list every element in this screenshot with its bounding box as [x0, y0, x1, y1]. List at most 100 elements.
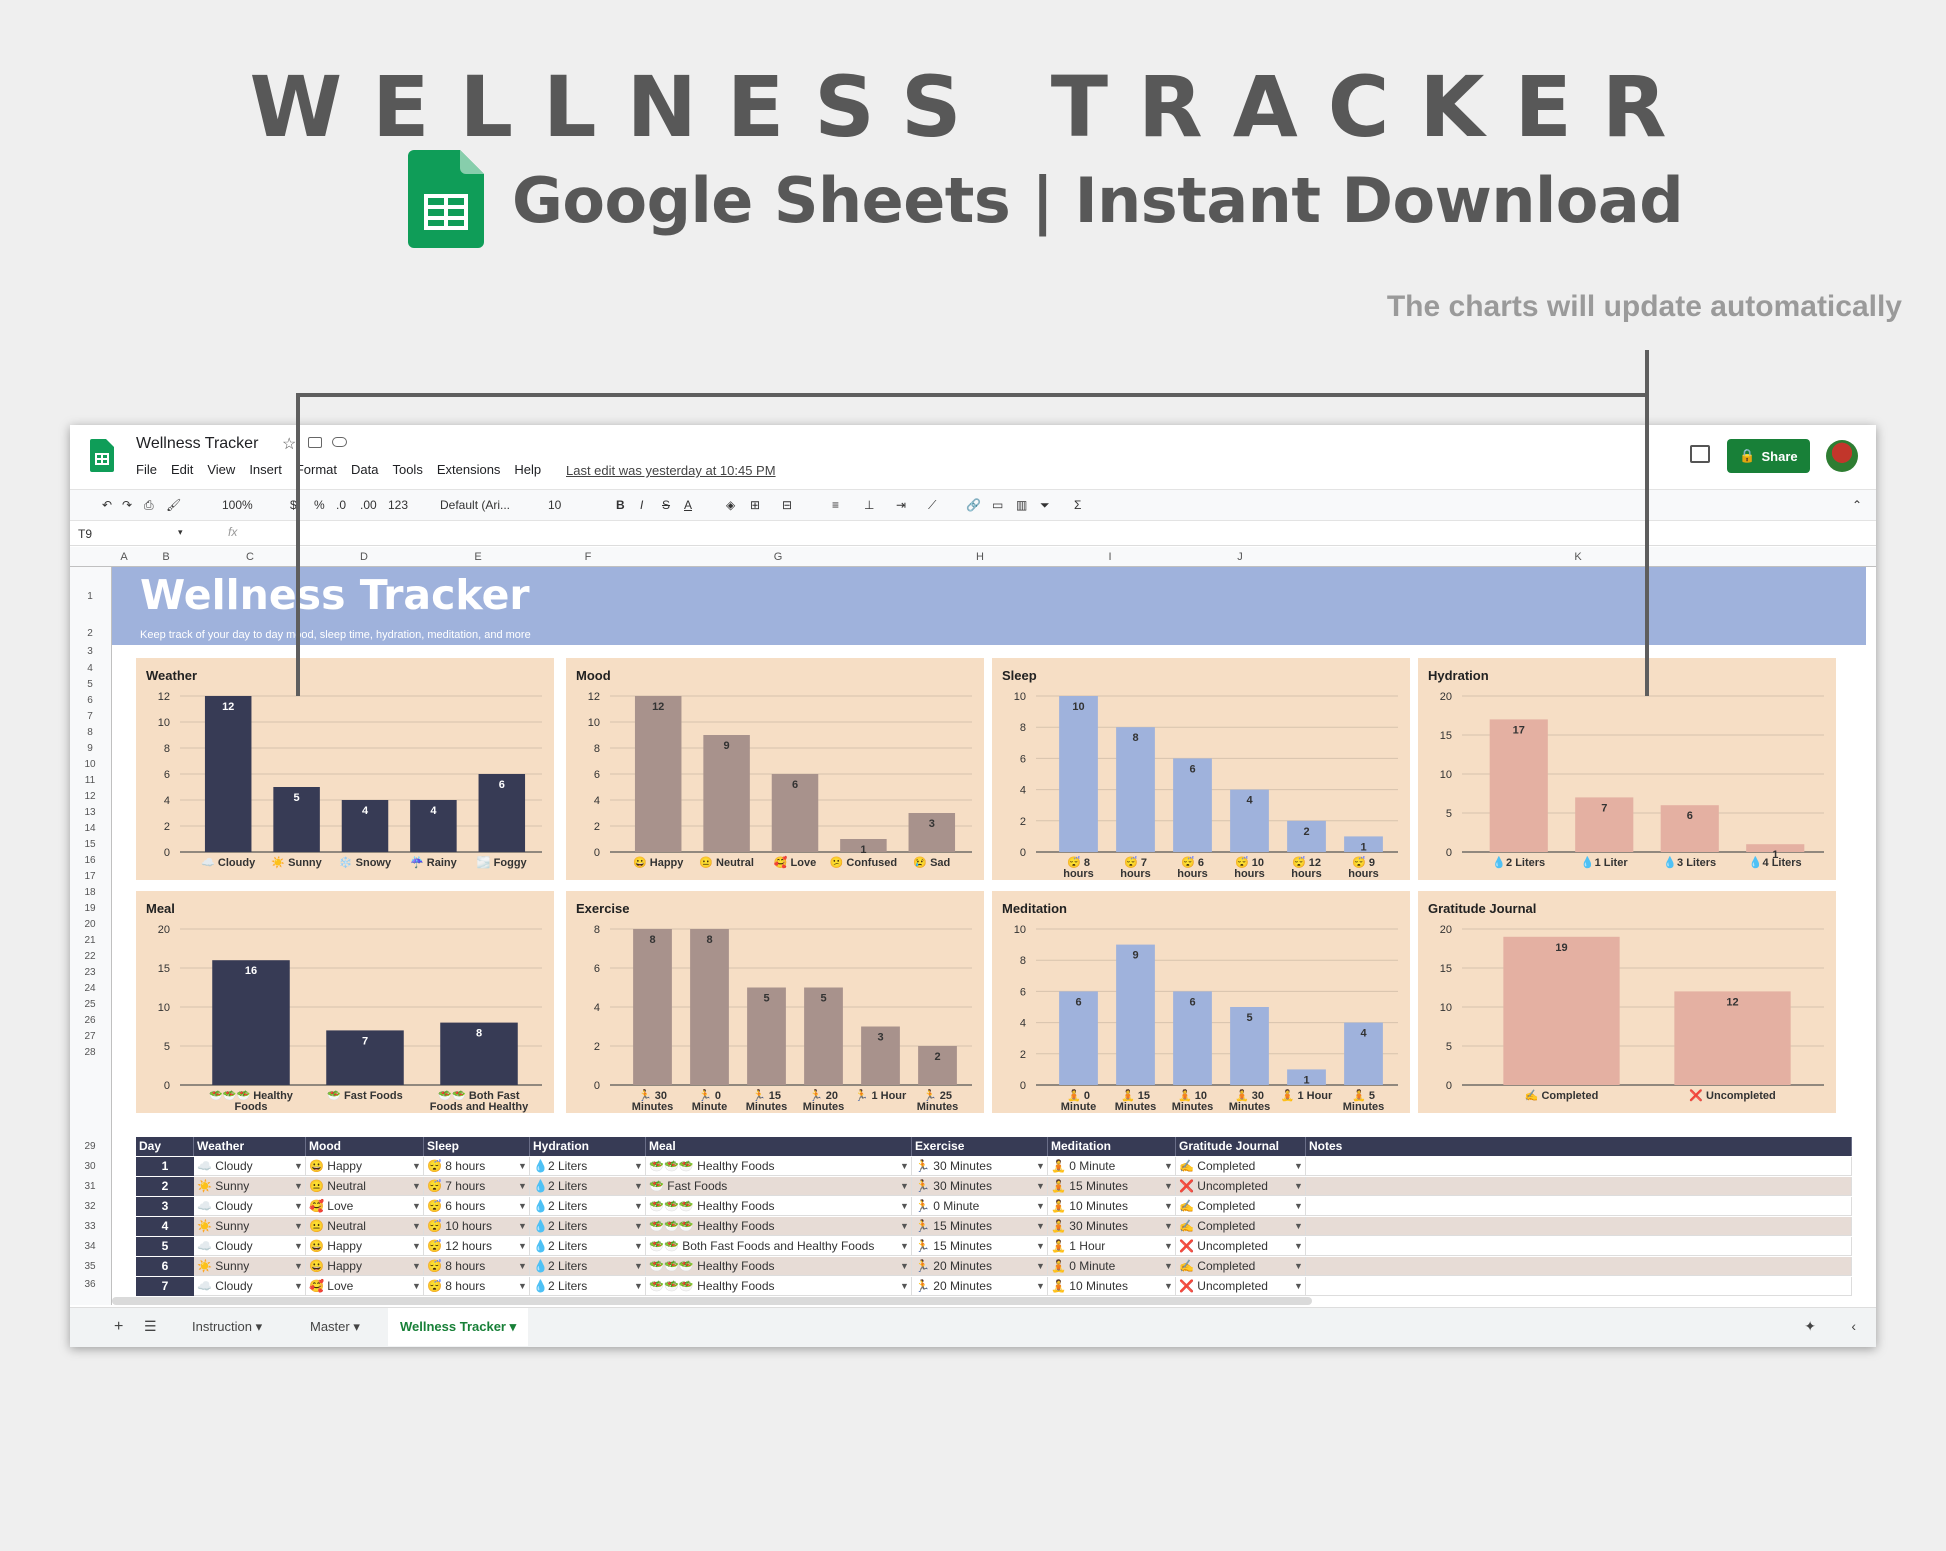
dropdown-cell[interactable] [1306, 1237, 1852, 1256]
column-header[interactable]: C [246, 551, 254, 563]
row-header[interactable]: 6 [87, 695, 93, 706]
bar[interactable] [1674, 991, 1791, 1085]
font-select[interactable]: Default (Ari... [440, 498, 511, 512]
day-cell[interactable]: 7 [136, 1277, 194, 1296]
dropdown-arrow-icon[interactable]: ▼ [518, 1221, 527, 1231]
print-icon[interactable]: ⎙ [144, 498, 154, 512]
dropdown-arrow-icon[interactable]: ▼ [518, 1161, 527, 1171]
row-header[interactable]: 29 [84, 1141, 96, 1152]
column-header[interactable]: D [360, 551, 368, 563]
bar[interactable] [341, 800, 389, 852]
row-header[interactable]: 10 [84, 759, 96, 770]
currency-button[interactable]: $ [290, 498, 297, 512]
dropdown-arrow-icon[interactable]: ▼ [900, 1201, 909, 1211]
row-header[interactable]: 4 [87, 663, 93, 674]
dropdown-cell[interactable]: 🧘 15 Minutes [1048, 1177, 1176, 1196]
dropdown-arrow-icon[interactable]: ▼ [518, 1181, 527, 1191]
menu-file[interactable]: File [136, 462, 157, 477]
italic-icon[interactable]: I [640, 498, 644, 512]
vertical-align-icon[interactable]: ⊥ [864, 498, 875, 512]
dropdown-cell[interactable]: ☀️ Sunny [194, 1217, 306, 1236]
bar[interactable] [478, 774, 526, 852]
dropdown-cell[interactable]: 😴 8 hours [424, 1257, 530, 1276]
bar[interactable] [273, 787, 320, 852]
dropdown-arrow-icon[interactable]: ▼ [294, 1161, 303, 1171]
avatar[interactable] [1826, 440, 1858, 472]
row-header[interactable]: 9 [87, 743, 93, 754]
bar[interactable] [1059, 991, 1098, 1085]
dropdown-arrow-icon[interactable]: ▼ [1036, 1261, 1045, 1271]
dropdown-arrow-icon[interactable]: ▼ [1164, 1161, 1173, 1171]
dropdown-arrow-icon[interactable]: ▼ [294, 1261, 303, 1271]
menu-view[interactable]: View [207, 462, 236, 477]
dropdown-arrow-icon[interactable]: ▼ [1036, 1281, 1045, 1291]
dropdown-cell[interactable]: 😴 10 hours [424, 1217, 530, 1236]
functions-icon[interactable]: Σ [1074, 498, 1082, 512]
row-header[interactable]: 27 [84, 1031, 96, 1042]
undo-icon[interactable]: ↶ [102, 498, 113, 512]
day-cell[interactable]: 4 [136, 1217, 194, 1236]
row-header[interactable]: 28 [84, 1047, 96, 1058]
collapse-toolbar-icon[interactable]: ⌃ [1851, 498, 1862, 512]
zoom-select[interactable]: 100% [222, 498, 253, 512]
dropdown-arrow-icon[interactable]: ▼ [294, 1281, 303, 1291]
dropdown-cell[interactable]: 🏃 30 Minutes [912, 1157, 1048, 1176]
dropdown-arrow-icon[interactable]: ▼ [412, 1201, 421, 1211]
bar[interactable] [1287, 820, 1326, 852]
dropdown-cell[interactable]: 💧2 Liters [530, 1157, 646, 1176]
bold-icon[interactable]: B [616, 498, 625, 512]
bar[interactable] [1575, 797, 1634, 852]
dropdown-cell[interactable]: ✍️ Completed [1176, 1257, 1306, 1276]
increase-decimal-button[interactable]: .00 [360, 498, 377, 512]
dropdown-arrow-icon[interactable]: ▼ [412, 1241, 421, 1251]
add-sheet-icon[interactable]: + [114, 1318, 124, 1335]
column-header[interactable]: I [1108, 551, 1112, 563]
insert-chart-icon[interactable]: ▥ [1016, 498, 1028, 512]
dropdown-arrow-icon[interactable]: ▼ [1164, 1221, 1173, 1231]
dropdown-arrow-icon[interactable]: ▼ [412, 1221, 421, 1231]
row-header[interactable]: 36 [84, 1279, 96, 1290]
bar[interactable] [1173, 991, 1212, 1085]
align-left-icon[interactable]: ≡ [832, 498, 840, 512]
menu-tools[interactable]: Tools [392, 462, 423, 477]
name-box-dropdown-icon[interactable]: ▾ [178, 527, 183, 537]
dropdown-arrow-icon[interactable]: ▼ [634, 1261, 643, 1271]
dropdown-arrow-icon[interactable]: ▼ [1036, 1201, 1045, 1211]
dropdown-arrow-icon[interactable]: ▼ [294, 1241, 303, 1251]
dropdown-cell[interactable]: ❌ Uncompleted [1176, 1177, 1306, 1196]
bar[interactable] [747, 987, 786, 1086]
dropdown-cell[interactable]: 🧘 0 Minute [1048, 1157, 1176, 1176]
chart-weather[interactable]: Weather 0 2 4 6 8 10 12 12 ☁️ Cloudy 5 ☀️ Sunny 4 ❄️ … [136, 658, 554, 880]
dropdown-cell[interactable]: ❌ Uncompleted [1176, 1277, 1306, 1296]
column-header[interactable]: K [1574, 551, 1582, 563]
borders-icon[interactable]: ⊞ [750, 498, 761, 512]
chart-exercise[interactable]: Exercise 0 2 4 6 8 8 🏃 30 Minutes 8 🏃 0 Minute 5 🏃 15… [566, 891, 984, 1113]
dropdown-cell[interactable]: 💧2 Liters [530, 1177, 646, 1196]
row-header[interactable]: 34 [84, 1241, 96, 1252]
row-header[interactable]: 1 [87, 591, 93, 602]
dropdown-arrow-icon[interactable]: ▼ [634, 1161, 643, 1171]
dropdown-cell[interactable]: 🥗🥗 Both Fast Foods and Healthy Foods [646, 1237, 912, 1256]
dropdown-cell[interactable]: 🥗 Fast Foods [646, 1177, 912, 1196]
dropdown-cell[interactable] [1306, 1277, 1852, 1296]
menu-help[interactable]: Help [514, 462, 542, 477]
strikethrough-icon[interactable]: S [662, 498, 671, 512]
dropdown-arrow-icon[interactable]: ▼ [1164, 1241, 1173, 1251]
dropdown-arrow-icon[interactable]: ▼ [1294, 1181, 1303, 1191]
dropdown-cell[interactable] [1306, 1257, 1852, 1276]
dropdown-arrow-icon[interactable]: ▼ [900, 1221, 909, 1231]
bar[interactable] [690, 929, 729, 1085]
dropdown-cell[interactable]: 🏃 20 Minutes [912, 1277, 1048, 1296]
dropdown-arrow-icon[interactable]: ▼ [1294, 1201, 1303, 1211]
chart-hydration[interactable]: Hydration 0 5 10 15 20 17 💧2 Liters 7 💧1 Liter 6 💧3… [1418, 658, 1836, 880]
dropdown-arrow-icon[interactable]: ▼ [294, 1221, 303, 1231]
row-header[interactable]: 5 [87, 679, 93, 690]
dropdown-arrow-icon[interactable]: ▼ [1036, 1221, 1045, 1231]
dropdown-cell[interactable]: 🏃 20 Minutes [912, 1257, 1048, 1276]
collapse-sidebar-icon[interactable]: ‹ [1851, 1318, 1856, 1334]
explore-icon[interactable]: ✦ [1804, 1318, 1816, 1334]
dropdown-arrow-icon[interactable]: ▼ [1294, 1261, 1303, 1271]
dropdown-arrow-icon[interactable]: ▼ [900, 1241, 909, 1251]
column-header[interactable]: B [162, 551, 170, 563]
bar[interactable] [212, 960, 290, 1085]
